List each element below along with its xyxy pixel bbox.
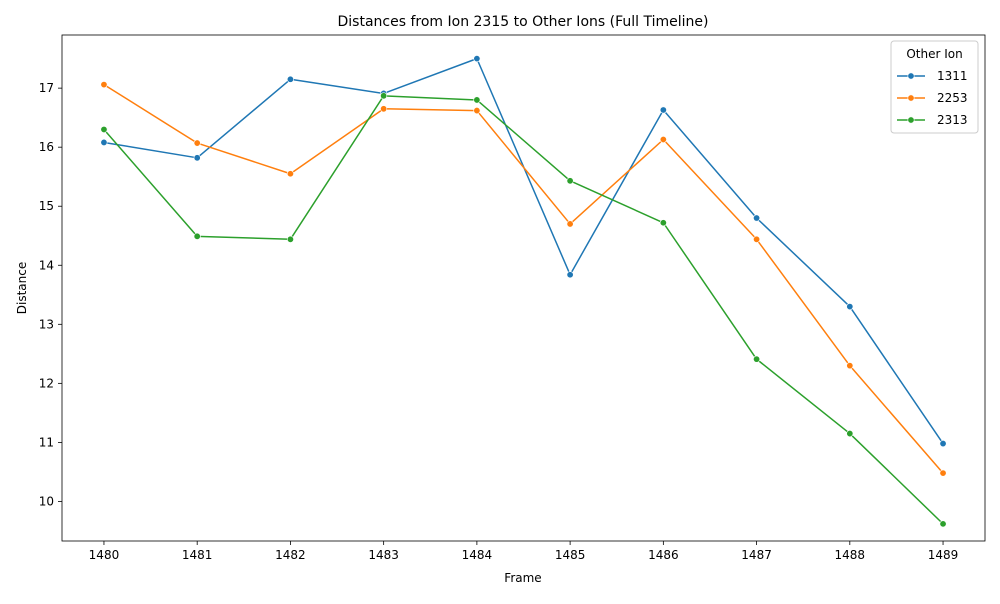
y-tick-label: 17 [39,81,54,95]
data-point [566,271,574,279]
data-point [473,96,481,104]
y-axis: 10 11 12 13 14 15 16 17 [39,81,62,508]
y-axis-label: Distance [15,262,29,314]
x-tick-label: 1488 [835,548,866,562]
data-point [193,139,201,147]
data-point [473,107,481,115]
data-point [566,220,574,228]
series-line-2313 [103,95,944,525]
series-2253 [100,81,947,477]
data-point [286,235,294,243]
x-tick-label: 1482 [275,548,306,562]
data-point [193,154,201,162]
data-point [753,235,761,243]
y-tick-label: 11 [39,435,54,449]
series-2313 [100,92,947,528]
data-point [846,303,854,311]
legend-label: 2253 [937,91,968,105]
x-tick-label: 1480 [89,548,120,562]
legend-swatch-marker [907,72,915,80]
data-point [286,75,294,83]
legend-label: 1311 [937,69,968,83]
plot-area [100,55,947,528]
series-line-2253 [103,83,944,474]
legend-label: 2313 [937,113,968,127]
data-point [939,440,947,448]
legend: Other Ion 1311 2253 2313 [890,40,979,134]
data-point [939,520,947,528]
x-tick-label: 1489 [928,548,959,562]
y-tick-label: 14 [39,258,54,272]
x-axis: 1480 1481 1482 1483 1484 1485 1486 1487 1488 1489 [89,541,959,562]
legend-title: Other Ion [906,47,962,61]
y-tick-label: 12 [39,376,54,390]
plot-frame [61,34,986,542]
data-point [659,136,667,144]
data-point [473,55,481,63]
data-point [100,81,108,89]
data-point [753,355,761,363]
x-tick-label: 1484 [462,548,493,562]
x-tick-label: 1481 [182,548,213,562]
x-tick-label: 1483 [368,548,399,562]
data-point [100,125,108,133]
chart-title: Distances from Ion 2315 to Other Ions (F… [338,14,709,30]
x-tick-label: 1487 [741,548,772,562]
legend-box [890,40,979,134]
series-line-1311 [103,57,944,445]
y-tick-label: 10 [39,494,54,508]
data-point [659,106,667,114]
y-tick-label: 13 [39,317,54,331]
legend-swatch-marker [907,94,915,102]
data-point [659,219,667,227]
series-1311 [100,55,947,448]
data-point [193,232,201,240]
data-point [100,138,108,146]
data-point [380,92,388,100]
legend-item-2253: 2253 [897,91,968,105]
data-point [753,214,761,222]
data-point [566,177,574,185]
data-point [939,469,947,477]
data-point [380,105,388,113]
legend-item-2313: 2313 [897,113,968,127]
y-tick-label: 15 [39,199,54,213]
legend-swatch-marker [907,116,915,124]
y-tick-label: 16 [39,140,54,154]
legend-item-1311: 1311 [897,69,968,83]
data-point [846,362,854,370]
data-point [286,170,294,178]
x-tick-label: 1486 [648,548,679,562]
x-axis-label: Frame [504,571,541,585]
x-tick-label: 1485 [555,548,586,562]
data-point [846,430,854,438]
